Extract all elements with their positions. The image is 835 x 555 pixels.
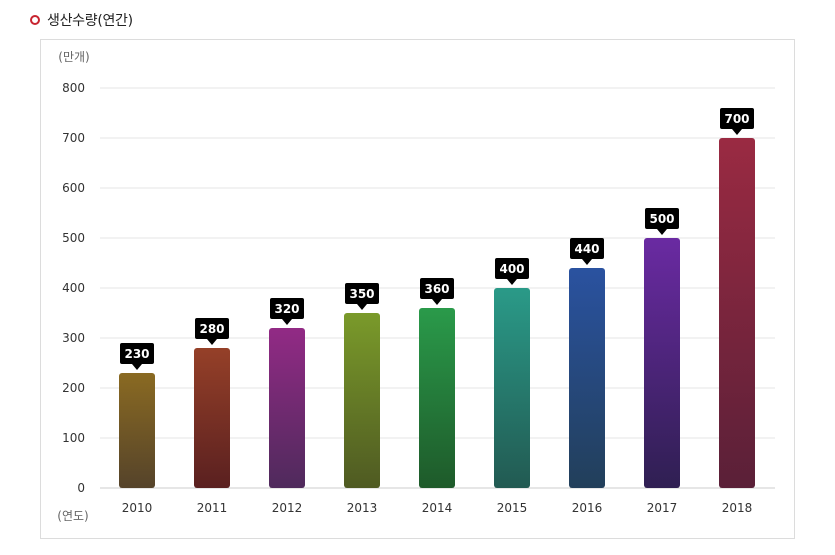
x-tick-label: 2017 — [647, 501, 678, 515]
callout-pointer — [432, 299, 442, 305]
bar-2015 — [494, 288, 530, 488]
value-label: 350 — [349, 287, 374, 301]
bar-2018 — [719, 138, 755, 488]
callout-pointer — [657, 229, 667, 235]
y-tick-label: 100 — [62, 431, 85, 445]
value-callout: 350 — [345, 283, 379, 310]
callout-box — [120, 343, 154, 364]
value-callout: 230 — [120, 343, 154, 370]
callout-box — [420, 278, 454, 299]
x-tick-label: 2015 — [497, 501, 528, 515]
x-tick-label: 2011 — [197, 501, 228, 515]
x-tick-label: 2010 — [122, 501, 153, 515]
circle-bullet-icon — [30, 15, 40, 25]
callout-box — [270, 298, 304, 319]
callout-pointer — [357, 304, 367, 310]
callout-pointer — [132, 364, 142, 370]
bar-2012 — [269, 328, 305, 488]
y-tick-label: 200 — [62, 381, 85, 395]
bar-2011 — [194, 348, 230, 488]
callout-box — [645, 208, 679, 229]
callout-pointer — [207, 339, 217, 345]
callout-box — [570, 238, 604, 259]
chart-title-row: 생산수량(연간) — [30, 8, 133, 32]
y-tick-label: 500 — [62, 231, 85, 245]
y-axis-unit-label: (만개) — [58, 50, 89, 64]
value-label: 320 — [274, 302, 299, 316]
callout-box — [195, 318, 229, 339]
x-tick-label: 2014 — [422, 501, 453, 515]
callout-box — [720, 108, 754, 129]
callout-pointer — [507, 279, 517, 285]
value-callout: 320 — [270, 298, 304, 325]
bar-2016 — [569, 268, 605, 488]
bar-2017 — [644, 238, 680, 488]
callout-box — [495, 258, 529, 279]
value-label: 500 — [649, 212, 674, 226]
value-callout: 400 — [495, 258, 529, 285]
value-label: 230 — [124, 347, 149, 361]
value-label: 360 — [424, 282, 449, 296]
x-tick-label: 2013 — [347, 501, 378, 515]
value-label: 700 — [724, 112, 749, 126]
x-tick-label: 2018 — [722, 501, 753, 515]
x-tick-label: 2016 — [572, 501, 603, 515]
y-tick-label: 0 — [77, 481, 85, 495]
x-tick-label: 2012 — [272, 501, 303, 515]
y-tick-label: 800 — [62, 81, 85, 95]
callout-box — [345, 283, 379, 304]
callout-pointer — [282, 319, 292, 325]
bar-2014 — [419, 308, 455, 488]
y-tick-label: 700 — [62, 131, 85, 145]
value-callout: 360 — [420, 278, 454, 305]
value-label: 280 — [199, 322, 224, 336]
value-label: 440 — [574, 242, 599, 256]
value-callout: 280 — [195, 318, 229, 345]
value-callout: 700 — [720, 108, 754, 135]
y-tick-label: 400 — [62, 281, 85, 295]
x-axis-unit-label: (연도) — [57, 509, 88, 523]
bar-2010 — [119, 373, 155, 488]
chart-title: 생산수량(연간) — [47, 13, 133, 29]
value-label: 400 — [499, 262, 524, 276]
y-tick-label: 300 — [62, 331, 85, 345]
y-tick-label: 600 — [62, 181, 85, 195]
bar-2013 — [344, 313, 380, 488]
callout-pointer — [732, 129, 742, 135]
callout-pointer — [582, 259, 592, 265]
value-callout: 500 — [645, 208, 679, 235]
value-callout: 440 — [570, 238, 604, 265]
